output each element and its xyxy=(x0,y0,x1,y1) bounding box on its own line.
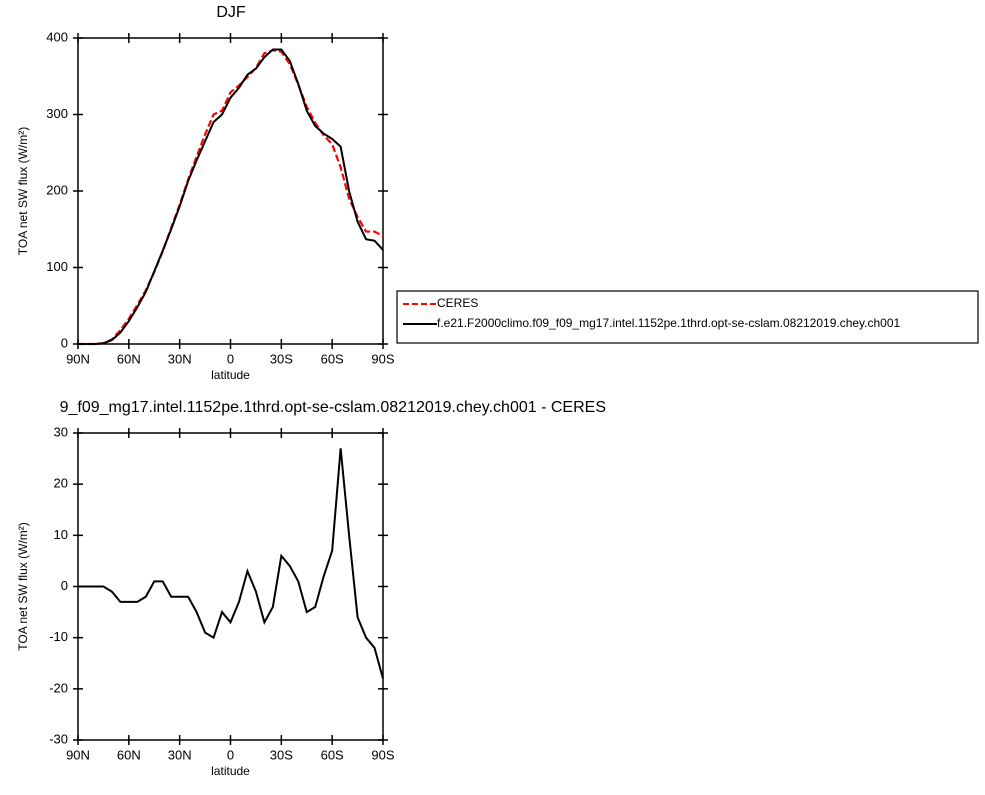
y-tick-label: 300 xyxy=(46,106,68,121)
x-tick-label: 90S xyxy=(371,351,394,366)
data-line xyxy=(78,48,384,345)
x-tick-label: 0 xyxy=(227,351,234,366)
y-tick-label: -10 xyxy=(49,629,68,644)
y-tick-label: 10 xyxy=(54,527,68,542)
x-tick-label: 30S xyxy=(270,747,293,762)
y-tick-label: 400 xyxy=(46,29,68,44)
y-tick-label: -30 xyxy=(49,731,68,746)
legend-box xyxy=(396,290,979,344)
data-line xyxy=(78,49,384,346)
y-tick-label: 100 xyxy=(46,259,68,274)
x-tick-label: 90S xyxy=(371,747,394,762)
x-axis-label: latitude xyxy=(211,764,250,778)
x-axis-label: latitude xyxy=(211,368,250,382)
x-tick-label: 60S xyxy=(321,351,344,366)
x-tick-label: 90N xyxy=(66,351,90,366)
chart-title: DJF xyxy=(216,4,246,21)
x-tick-label: 90N xyxy=(66,747,90,762)
legend-label: CERES xyxy=(437,296,478,310)
x-tick-label: 30S xyxy=(270,351,293,366)
x-tick-label: 60N xyxy=(117,747,141,762)
legend-label: f.e21.F2000climo.f09_f09_mg17.intel.1152… xyxy=(437,316,901,330)
y-axis-label: TOA net SW flux (W/m²) xyxy=(16,127,30,255)
x-tick-label: 60N xyxy=(117,351,141,366)
x-tick-label: 0 xyxy=(227,747,234,762)
y-axis-label: TOA net SW flux (W/m²) xyxy=(16,522,30,650)
y-tick-label: 20 xyxy=(54,476,68,491)
x-tick-label: 30N xyxy=(168,351,192,366)
data-line xyxy=(78,448,384,679)
y-tick-label: -20 xyxy=(49,680,68,695)
y-tick-label: 0 xyxy=(61,578,68,593)
x-tick-label: 30N xyxy=(168,747,192,762)
y-tick-label: 30 xyxy=(54,424,68,439)
x-tick-label: 60S xyxy=(321,747,344,762)
plot-frame xyxy=(77,37,384,345)
chart-title: 9_f09_mg17.intel.1152pe.1thrd.opt-se-csl… xyxy=(60,399,606,416)
y-tick-label: 200 xyxy=(46,182,68,197)
y-tick-label: 0 xyxy=(61,335,68,350)
